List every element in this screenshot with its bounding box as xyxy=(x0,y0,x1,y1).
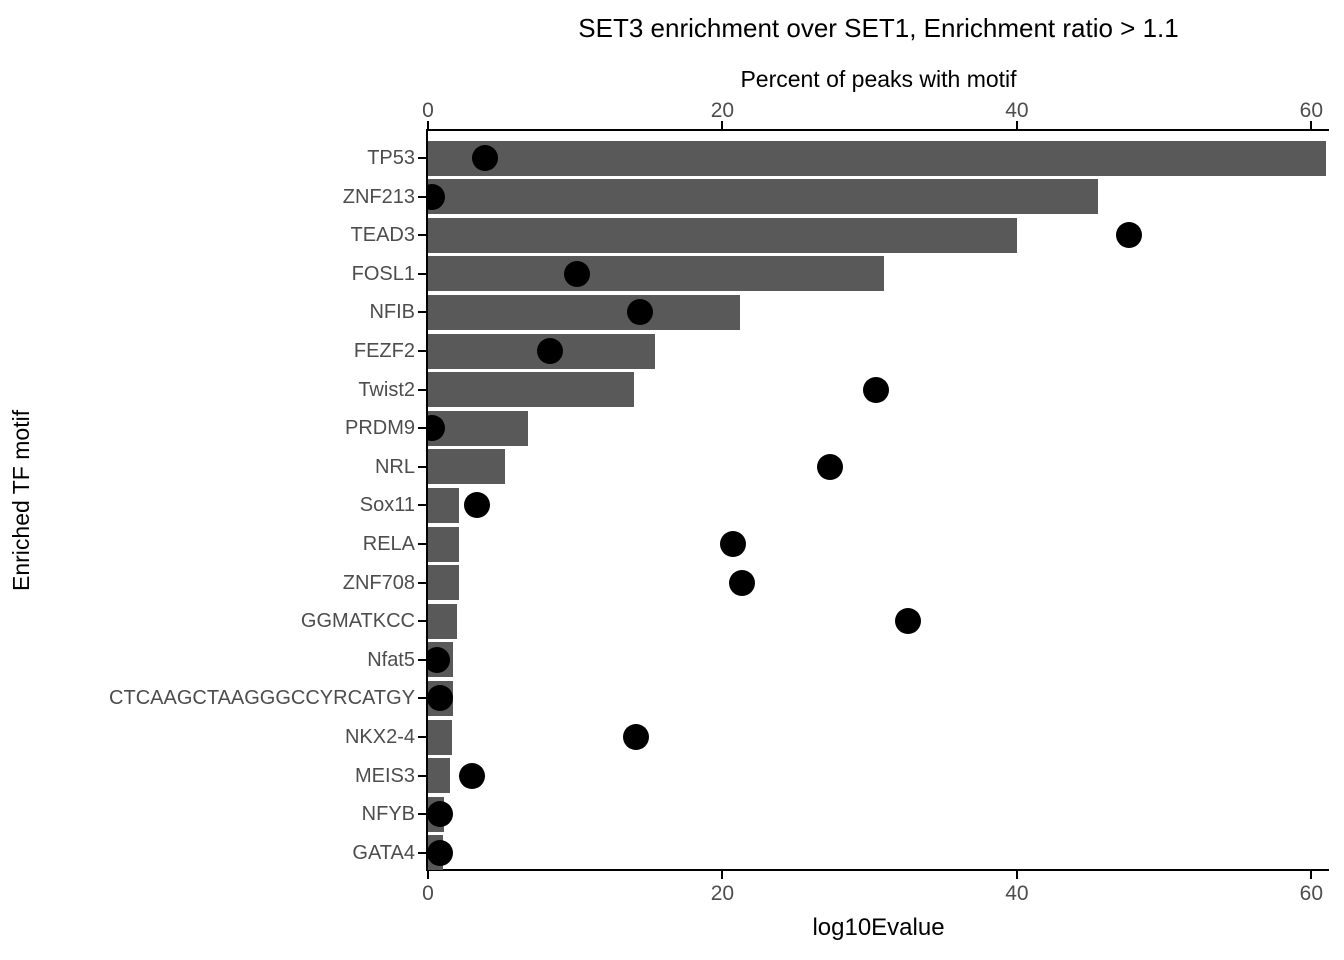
bar xyxy=(428,603,458,639)
y-axis-tick xyxy=(418,851,426,854)
bar xyxy=(428,758,451,794)
y-axis-tick-label: NFYB xyxy=(361,803,415,826)
y-axis-tick-label: FEZF2 xyxy=(353,340,415,362)
y-axis-tick-label: NRL xyxy=(374,455,415,478)
dot xyxy=(622,724,649,750)
dot xyxy=(428,415,446,442)
top-axis-line xyxy=(426,129,1329,131)
dot xyxy=(1115,222,1142,249)
top-axis-tick xyxy=(1310,121,1313,129)
dot xyxy=(894,608,921,635)
y-axis-tick-label: TEAD3 xyxy=(350,224,415,247)
y-axis-tick xyxy=(418,620,426,623)
top-axis-tick xyxy=(721,121,724,129)
bar xyxy=(428,565,459,601)
y-axis-tick-label: TP53 xyxy=(367,147,415,169)
bottom-axis-tick xyxy=(721,871,724,879)
dot xyxy=(459,762,486,789)
top-axis-tick xyxy=(427,121,429,129)
y-axis-tick xyxy=(418,427,426,430)
y-axis-tick-label: PRDM9 xyxy=(344,417,415,440)
y-axis-tick-label: ZNF708 xyxy=(342,571,415,594)
y-axis-tick-label: NKX2-4 xyxy=(344,726,415,748)
y-axis-tick xyxy=(418,774,426,777)
bottom-axis-line xyxy=(426,869,1329,871)
dot xyxy=(816,453,843,480)
dot xyxy=(537,338,564,364)
y-axis-tick xyxy=(418,581,426,584)
y-axis-tick xyxy=(418,813,426,816)
bottom-axis-tick xyxy=(427,871,429,879)
dot xyxy=(627,299,653,326)
bar xyxy=(428,179,1098,215)
bottom-axis-tick xyxy=(1015,871,1018,879)
bar xyxy=(428,487,459,523)
y-axis-tick-label: Nfat5 xyxy=(367,648,415,671)
y-axis-tick-label: MEIS3 xyxy=(354,764,415,787)
y-axis-tick xyxy=(418,658,426,661)
y-axis-tick-label: GATA4 xyxy=(352,841,415,864)
y-axis-tick xyxy=(418,465,426,468)
y-axis-tick-label: FOSL1 xyxy=(351,262,415,285)
y-axis-tick xyxy=(418,350,426,352)
bar xyxy=(428,449,505,485)
bar xyxy=(428,719,452,755)
y-axis-tick xyxy=(418,195,426,198)
dot xyxy=(463,492,490,519)
bar xyxy=(428,526,459,562)
dot xyxy=(428,183,446,210)
y-axis-tick xyxy=(418,311,426,314)
y-axis-tick-label: CTCAAGCTAAGGGCCYRCATGY xyxy=(109,687,415,710)
y-axis-tick xyxy=(418,157,426,159)
bar xyxy=(428,217,1017,253)
top-axis-tick-label: 20 xyxy=(710,99,735,122)
dot xyxy=(472,145,499,171)
y-axis-tick xyxy=(418,504,426,507)
top-axis-tick-label: 40 xyxy=(1005,99,1029,122)
top-axis-tick-label: 60 xyxy=(1299,99,1324,122)
y-axis-tick-label: Sox11 xyxy=(359,494,415,517)
bar xyxy=(428,140,1327,176)
y-axis-tick-label: Twist2 xyxy=(358,378,415,401)
y-axis-tick xyxy=(418,272,426,275)
top-axis-tick xyxy=(1015,121,1018,129)
bar xyxy=(428,294,741,330)
bottom-axis-tick-label: 20 xyxy=(710,882,735,905)
y-axis-tick xyxy=(418,234,426,237)
top-axis-title: Percent of peaks with motif xyxy=(740,66,1017,92)
y-axis-tick xyxy=(418,697,426,700)
bar xyxy=(428,372,635,408)
dot xyxy=(428,685,453,712)
dot xyxy=(428,801,453,828)
bottom-axis-tick-label: 40 xyxy=(1005,882,1029,905)
y-axis-tick-label: NFIB xyxy=(369,301,415,324)
top-axis-tick-label: 0 xyxy=(422,99,434,122)
dot xyxy=(728,569,755,596)
chart-title: SET3 enrichment over SET1, Enrichment ra… xyxy=(578,13,1179,43)
y-axis-tick xyxy=(418,736,426,738)
bar xyxy=(428,256,885,292)
bottom-axis-tick xyxy=(1310,871,1313,879)
bottom-axis-tick-label: 60 xyxy=(1299,882,1324,905)
bottom-axis-tick-label: 0 xyxy=(422,882,434,905)
dot xyxy=(563,260,590,287)
y-axis-tick-label: RELA xyxy=(362,533,415,555)
dot xyxy=(719,531,746,557)
y-axis-tick-label: GGMATKCC xyxy=(300,610,415,633)
dot xyxy=(428,646,450,673)
y-axis-tick xyxy=(418,543,426,545)
dot xyxy=(862,376,889,403)
plot-panel xyxy=(428,131,1329,870)
y-axis-line xyxy=(426,129,428,871)
y-axis-tick xyxy=(418,388,426,391)
bottom-axis-title: log10Evalue xyxy=(812,914,945,941)
dot xyxy=(428,839,453,866)
y-axis-tick-label: ZNF213 xyxy=(342,185,415,208)
